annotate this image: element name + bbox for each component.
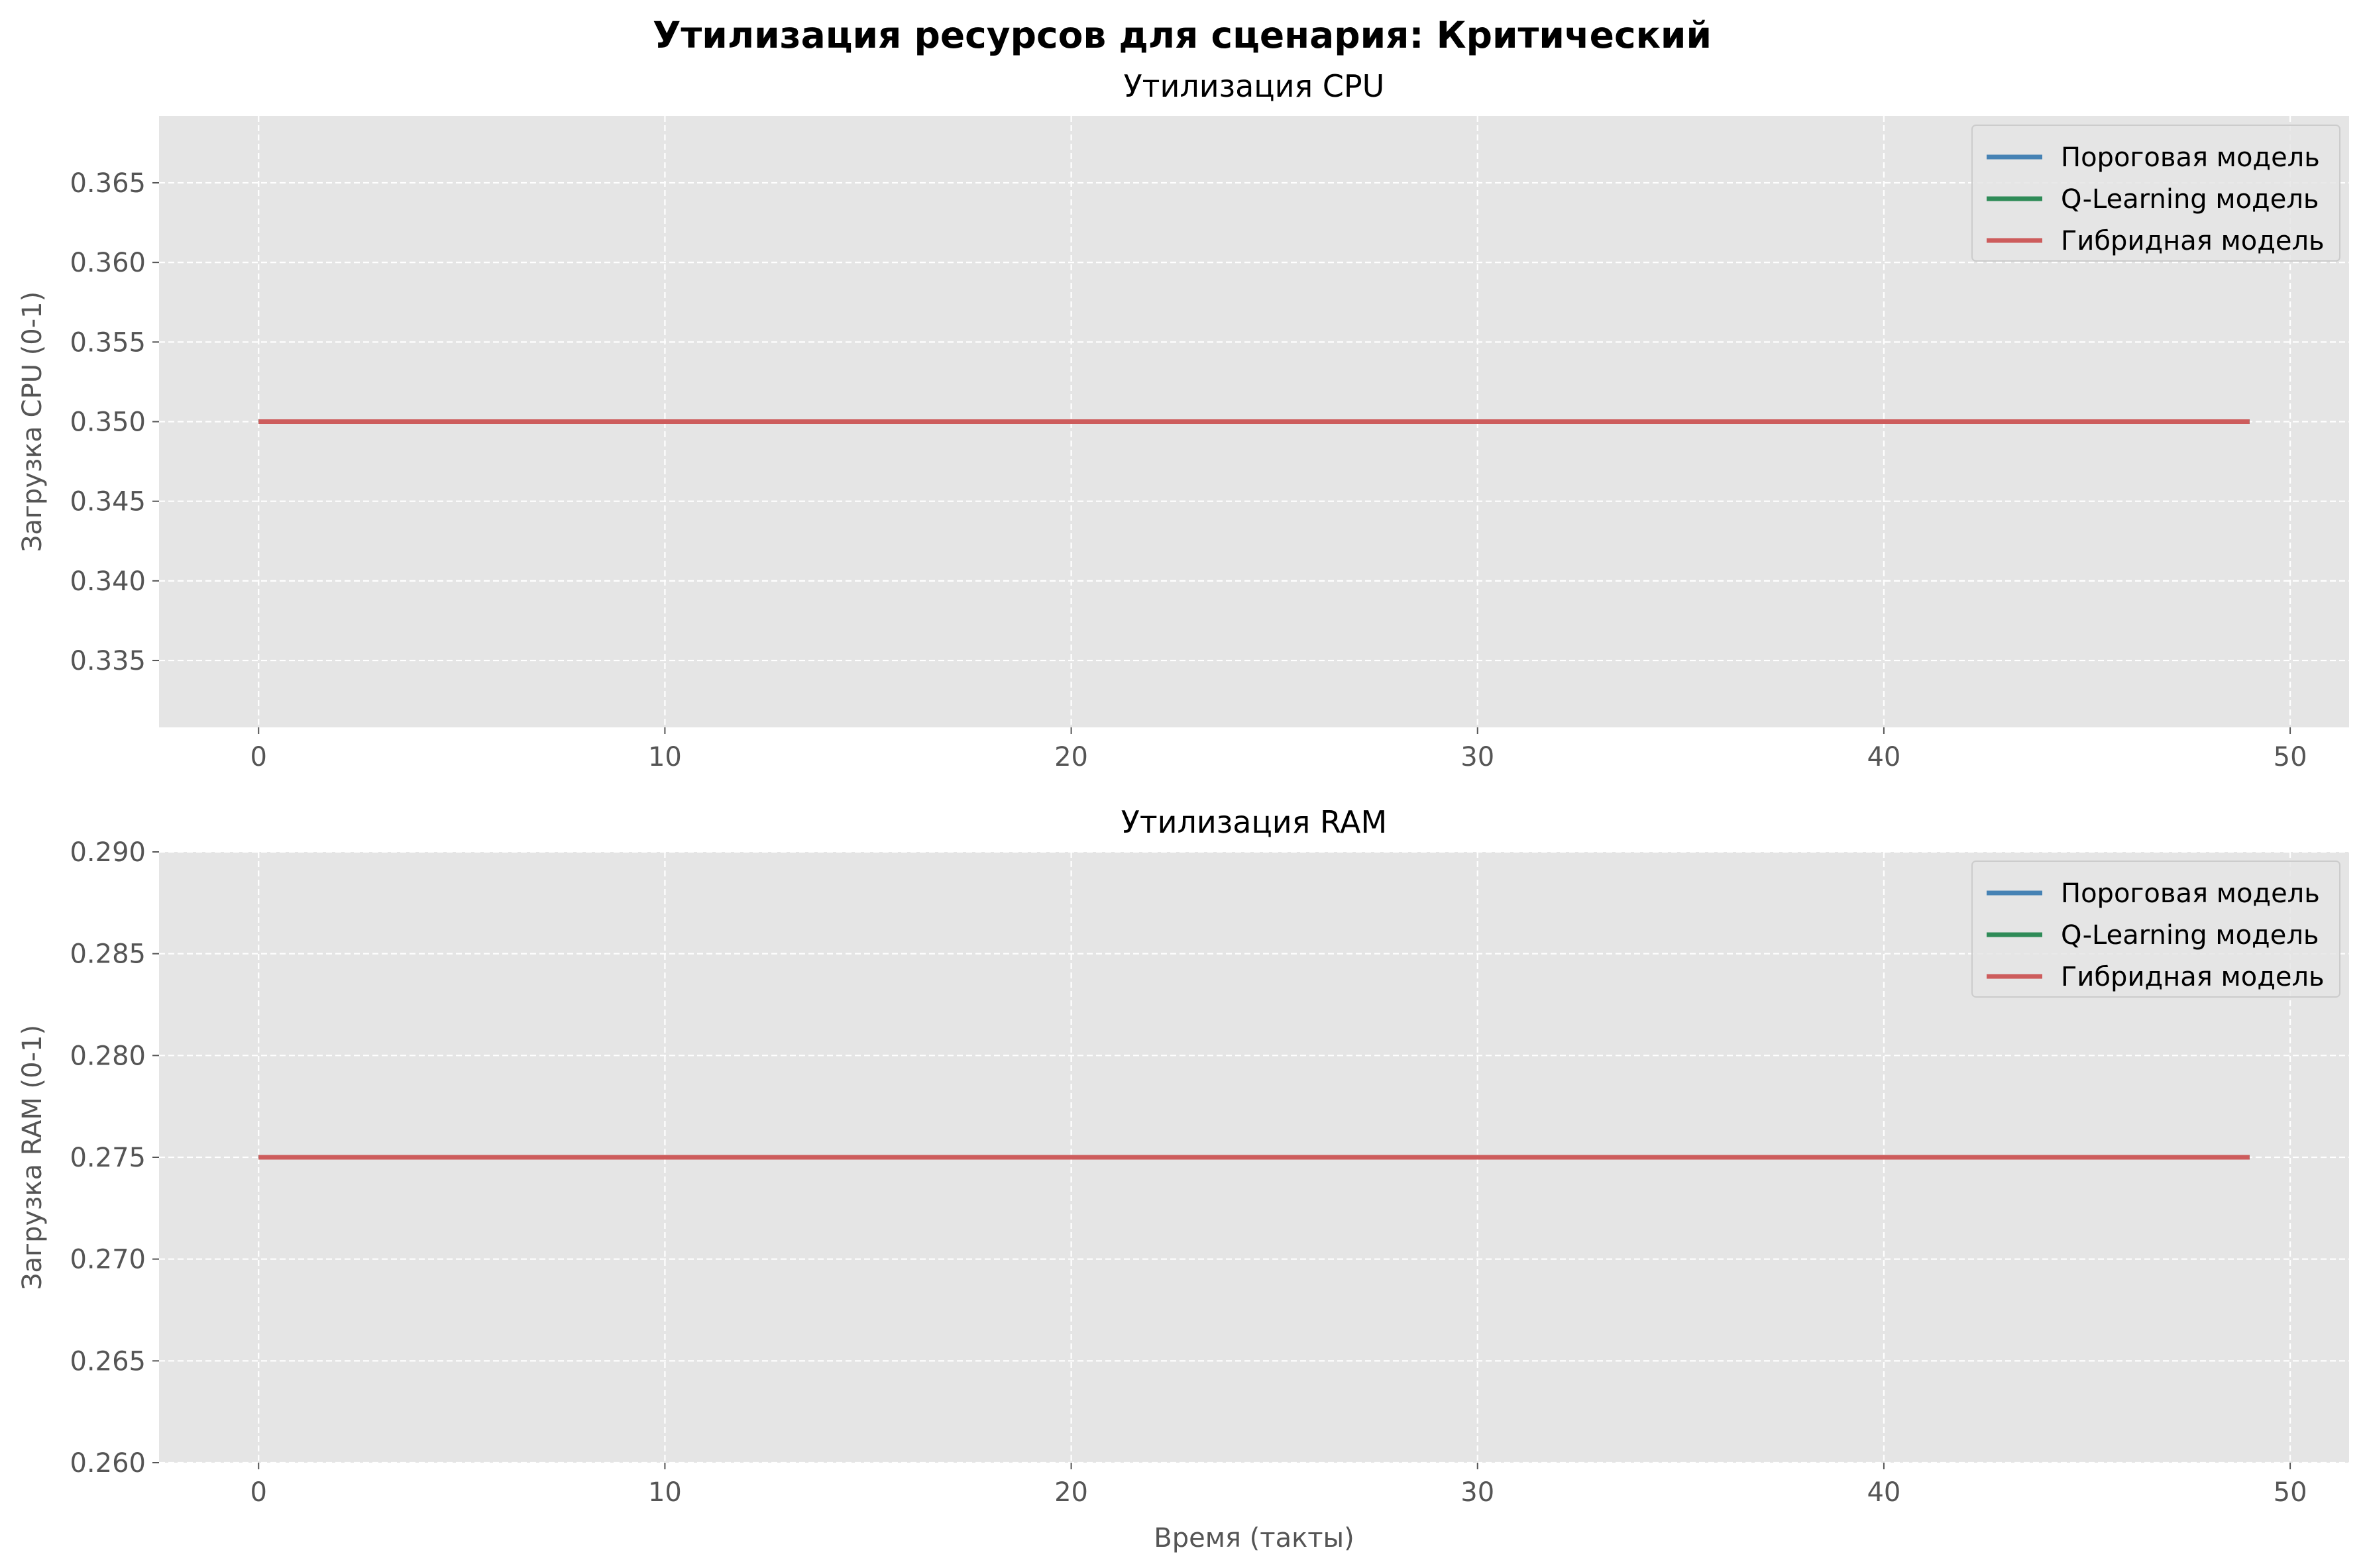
y-tick-label: 0.340 — [70, 566, 146, 597]
legend-entry: Q-Learning модель — [2061, 184, 2319, 215]
legend: Пороговая модель Q-Learning модель Гибридн… — [1971, 125, 2340, 262]
legend-entry: Пороговая модель — [2061, 142, 2320, 173]
legend-entry: Q-Learning модель — [2061, 920, 2319, 951]
subplot-ram: 0 10 20 30 40 50 0.260 0.265 0.270 0.275 0.280 0.28… — [17, 804, 2349, 1553]
y-tick-label: 0.275 — [70, 1143, 146, 1173]
x-axis-label: Время (такты) — [1154, 1523, 1354, 1553]
x-tick-label: 50 — [2274, 742, 2307, 772]
y-tick-label: 0.335 — [70, 646, 146, 676]
subplot-title: Утилизация RAM — [1121, 804, 1387, 840]
legend-entry: Пороговая модель — [2061, 878, 2320, 909]
y-tick-label: 0.360 — [70, 248, 146, 278]
x-tick-label: 20 — [1054, 1477, 1088, 1508]
x-tick-label: 0 — [250, 742, 267, 772]
x-tick-label: 10 — [648, 742, 682, 772]
figure-title: Утилизация ресурсов для сценария: Критич… — [653, 14, 1712, 56]
legend: Пороговая модель Q-Learning модель Гибридн… — [1971, 861, 2340, 998]
x-tick-label: 20 — [1054, 742, 1088, 772]
x-tick-label: 30 — [1460, 742, 1494, 772]
y-tick-label: 0.355 — [70, 327, 146, 358]
legend-entry: Гибридная модель — [2061, 226, 2325, 256]
y-tick-label: 0.280 — [70, 1041, 146, 1071]
y-axis-label: Загрузка CPU (0-1) — [17, 291, 48, 552]
subplot-cpu: 0 10 20 30 40 50 0.335 0.340 0.345 0.350 0.355 0.36… — [17, 68, 2349, 772]
y-tick-label: 0.270 — [70, 1245, 146, 1275]
legend-box — [1971, 861, 2340, 998]
y-tick-label: 0.350 — [70, 407, 146, 438]
legend-box — [1971, 125, 2340, 262]
x-tick-label: 50 — [2274, 1477, 2307, 1508]
y-tick-label: 0.265 — [70, 1346, 146, 1377]
subplot-title: Утилизация CPU — [1124, 68, 1385, 104]
x-tick-label: 40 — [1867, 1477, 1900, 1508]
legend-entry: Гибридная модель — [2061, 962, 2325, 992]
x-tick-label: 0 — [250, 1477, 267, 1508]
y-tick-label: 0.260 — [70, 1448, 146, 1479]
x-tick-label: 10 — [648, 1477, 682, 1508]
y-tick-label: 0.345 — [70, 487, 146, 517]
x-tick-label: 30 — [1460, 1477, 1494, 1508]
y-tick-label: 0.285 — [70, 939, 146, 970]
y-tick-label: 0.290 — [70, 837, 146, 868]
y-tick-label: 0.365 — [70, 168, 146, 199]
y-axis-label: Загрузка RAM (0-1) — [17, 1025, 48, 1290]
x-tick-label: 40 — [1867, 742, 1900, 772]
